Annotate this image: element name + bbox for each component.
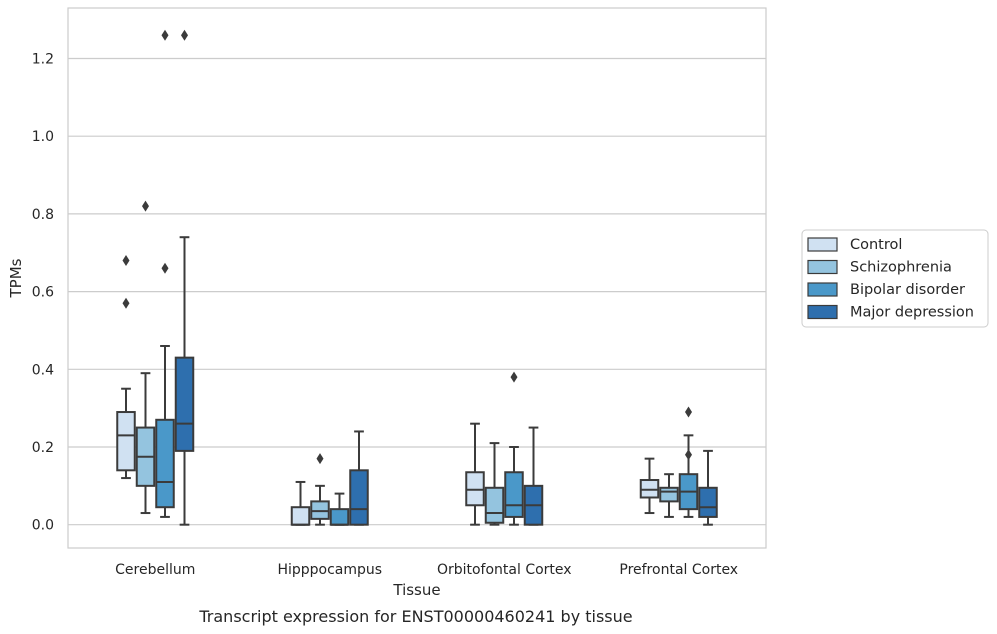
box-groups <box>116 29 718 526</box>
y-tick-label: 1.2 <box>32 52 54 68</box>
box-group <box>329 492 350 526</box>
legend-item: Major depression <box>807 304 974 321</box>
y-tick-label: 0.4 <box>32 362 54 378</box>
x-tick-label: Orbitofontal Cortex <box>437 562 572 578</box>
plot-frame <box>67 7 767 549</box>
x-tick-labels: Cerebellum Hipppocampus Orbitofontal Corte… <box>115 562 738 578</box>
y-tick-label: 0.2 <box>32 440 54 456</box>
y-tick-label: 1.0 <box>32 129 54 145</box>
box-group <box>639 457 660 515</box>
legend-swatch <box>807 259 838 275</box>
x-tick-label: Prefrontal Cortex <box>619 562 738 578</box>
box <box>698 486 718 518</box>
box <box>174 356 195 452</box>
y-tick-label: 0.0 <box>32 518 54 534</box>
x-tick-label: Cerebellum <box>115 562 195 578</box>
y-tick-label: 0.6 <box>32 285 54 301</box>
legend: Control Schizophrenia Bipolar disorder Majo… <box>801 229 989 328</box>
x-tick-label: Hipppocampus <box>277 562 382 578</box>
outlier-marker <box>685 449 692 461</box>
box <box>504 471 524 518</box>
box <box>290 506 311 526</box>
box-group <box>135 200 156 515</box>
box <box>349 469 369 526</box>
legend-swatch <box>807 282 838 297</box>
box <box>484 486 505 524</box>
chart-caption: Transcript expression for ENST0000046024… <box>198 607 632 626</box>
legend-label: Bipolar disorder <box>850 282 965 298</box>
legend-swatch <box>807 304 838 320</box>
y-tick-label: 0.8 <box>32 207 54 223</box>
box-group <box>155 29 175 518</box>
box-group <box>504 371 524 526</box>
box-group <box>698 449 718 526</box>
legend-label: Schizophrenia <box>850 260 952 276</box>
outlier-marker <box>316 453 324 465</box>
legend-swatch <box>807 237 838 252</box>
box <box>116 411 136 472</box>
legend-label: Major depression <box>850 305 974 321</box>
y-axis-label: TPMs <box>7 258 25 298</box>
box-group <box>310 453 330 526</box>
box-group <box>678 406 699 518</box>
box <box>329 508 350 526</box>
box-group <box>484 442 505 526</box>
box-group <box>659 473 679 518</box>
box-group <box>523 426 544 526</box>
outlier-marker <box>142 200 149 212</box>
outlier-marker <box>510 371 518 383</box>
outlier-marker <box>161 262 169 274</box>
legend-item: Control <box>807 237 902 253</box>
legend-item: Schizophrenia <box>807 259 952 276</box>
legend-label: Control <box>850 237 902 253</box>
outlier-marker <box>181 29 188 41</box>
box-group <box>174 29 195 526</box>
x-axis-label: Tissue <box>392 581 440 599</box>
outlier-marker <box>122 297 130 309</box>
outlier-marker <box>122 255 130 267</box>
legend-item: Bipolar disorder <box>807 282 965 298</box>
box-group <box>349 430 369 526</box>
legend-frame <box>801 229 989 328</box>
box <box>659 486 679 503</box>
outlier-marker <box>161 29 169 41</box>
box <box>155 418 175 509</box>
box-group <box>290 480 311 526</box>
box-group <box>465 422 485 526</box>
outlier-marker <box>685 406 692 418</box>
y-tick-labels: 0.0 0.2 0.4 0.6 0.8 1.0 1.2 <box>32 52 54 534</box>
box-group <box>116 255 136 480</box>
